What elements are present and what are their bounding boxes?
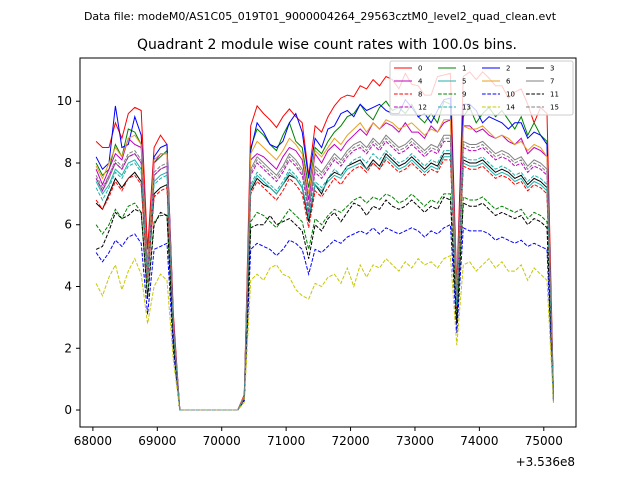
x-axis: 68000 69000 70000 71000 72000 73000 74000 75000 [74, 427, 563, 448]
x-tick-label: 75000 [525, 434, 563, 448]
x-tick-label: 70000 [203, 434, 241, 448]
x-tick-label: 73000 [396, 434, 434, 448]
series-line-15 [95, 137, 554, 411]
legend-box [389, 60, 574, 116]
x-tick-label: 68000 [74, 434, 112, 448]
legend-label-7: 7 [550, 78, 554, 86]
legend-label-4: 4 [418, 78, 423, 86]
legend-label-15: 15 [550, 104, 559, 112]
legend-label-12: 12 [418, 104, 427, 112]
x-tick-label: 74000 [460, 434, 498, 448]
chart-title: Quadrant 2 module wise count rates with … [137, 37, 517, 53]
legend-label-2: 2 [506, 65, 510, 73]
series-line-2 [95, 97, 554, 411]
series-line-8 [95, 159, 554, 411]
legend-label-5: 5 [462, 78, 466, 86]
series-line-4 [95, 119, 554, 411]
y-tick-label: 8 [64, 156, 72, 170]
series-line-14 [95, 254, 554, 411]
legend-label-0: 0 [418, 65, 422, 73]
y-tick-label: 2 [64, 341, 72, 355]
legend-label-13: 13 [462, 104, 471, 112]
series-line-11 [95, 196, 554, 411]
legend-label-9: 9 [462, 91, 466, 99]
legend-label-1: 1 [462, 65, 466, 73]
series-line-10 [95, 223, 554, 411]
series-line-6 [95, 119, 554, 411]
series-layer [95, 71, 554, 411]
y-tick-label: 10 [57, 94, 72, 108]
series-line-12 [95, 140, 554, 411]
x-offset-label: +3.536e8 [516, 455, 575, 469]
y-tick-label: 0 [64, 403, 72, 417]
axes-frame [79, 57, 577, 428]
figure-suptitle: Data file: modeM0/AS1C05_019T01_90000042… [84, 10, 557, 23]
legend-label-8: 8 [418, 91, 422, 99]
series-line-9 [95, 193, 554, 411]
y-tick-label: 6 [64, 218, 72, 232]
legend-label-14: 14 [506, 104, 515, 112]
y-axis: 0 2 4 6 8 10 [57, 94, 80, 417]
y-tick-label: 4 [64, 280, 72, 294]
legend-label-10: 10 [506, 91, 515, 99]
series-line-1 [95, 100, 554, 411]
x-tick-label: 72000 [331, 434, 369, 448]
legend-label-6: 6 [506, 78, 511, 86]
legend-label-3: 3 [550, 65, 554, 73]
x-tick-label: 71000 [267, 434, 305, 448]
series-line-5 [95, 155, 554, 411]
plot-area: 68000 69000 70000 71000 72000 73000 74000 75000… [57, 57, 577, 469]
x-tick-label: 69000 [138, 434, 176, 448]
legend-label-11: 11 [550, 91, 559, 99]
series-line-13 [95, 149, 554, 411]
series-line-0 [95, 71, 554, 411]
